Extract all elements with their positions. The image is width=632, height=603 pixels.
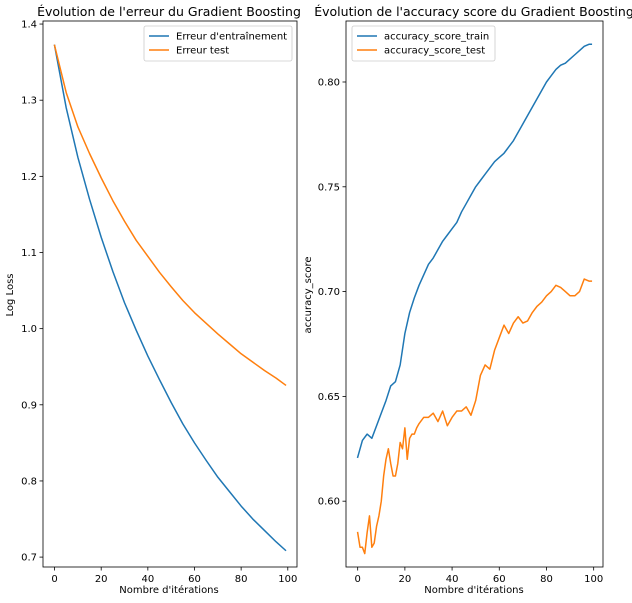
loss-xtick-label-2: 40 (141, 574, 154, 585)
loss-xtick-label-3: 60 (188, 574, 201, 585)
loss-xtick-label-1: 20 (95, 574, 108, 585)
accuracy-xtick-label-2: 40 (446, 574, 459, 585)
loss-plot-frame (42, 20, 298, 568)
accuracy-legend-label-0: accuracy_score_train (384, 32, 489, 43)
loss-legend: Erreur d'entraînement Erreur test (143, 25, 293, 62)
accuracy-xtick-label-5: 100 (584, 574, 603, 585)
loss-ytick-label-4: 1.1 (21, 248, 37, 259)
loss-xtick-label-5: 100 (278, 574, 297, 585)
loss-chart-panel: Évolution de l'erreur du Gradient Boosti… (5, 4, 301, 596)
loss-legend-label-1: Erreur test (176, 46, 229, 57)
loss-ytick-label-5: 1.2 (21, 172, 37, 183)
accuracy-legend-box (351, 25, 496, 62)
loss-ytick-label-6: 1.3 (21, 96, 37, 107)
accuracy-ytick-label-2: 0.70 (318, 287, 340, 298)
loss-xtick-label-0: 0 (51, 574, 57, 585)
loss-chart-title: Évolution de l'erreur du Gradient Boosti… (37, 4, 301, 19)
loss-legend-label-0: Erreur d'entraînement (176, 31, 287, 43)
accuracy-legend: accuracy_score_train accuracy_score_test (351, 25, 496, 62)
accuracy-series-line-1 (356, 278, 593, 555)
accuracy-chart-title: Évolution de l'accuracy score du Gradien… (314, 4, 632, 19)
loss-series-line-0 (53, 44, 287, 552)
accuracy-ytick-label-1: 0.65 (318, 392, 340, 403)
accuracy-series-line-0 (356, 43, 593, 459)
loss-ytick-label-7: 1.4 (21, 20, 37, 31)
accuracy-chart-ylabel: accuracy_score (303, 257, 314, 334)
accuracy-plot-frame (345, 20, 604, 568)
accuracy-ytick-label-4: 0.80 (318, 77, 340, 88)
accuracy-xtick-label-4: 80 (540, 574, 553, 585)
loss-series-line-1 (53, 44, 287, 387)
loss-ytick-label-1: 0.8 (21, 476, 37, 487)
accuracy-xtick-label-1: 20 (399, 574, 412, 585)
loss-ytick-label-3: 1.0 (21, 324, 37, 335)
loss-chart-xlabel: Nombre d'itérations (119, 584, 218, 596)
loss-ytick-label-0: 0.7 (21, 553, 37, 564)
accuracy-chart-panel: Évolution de l'accuracy score du Gradien… (303, 4, 632, 596)
accuracy-ytick-label-0: 0.60 (318, 497, 340, 508)
accuracy-xtick-label-3: 60 (493, 574, 506, 585)
accuracy-xtick-label-0: 0 (354, 574, 360, 585)
loss-chart-ylabel: Log Loss (5, 274, 16, 317)
loss-legend-box (143, 25, 293, 62)
accuracy-chart-xlabel: Nombre d'itérations (424, 584, 523, 596)
loss-ytick-label-2: 0.9 (21, 400, 37, 411)
accuracy-legend-label-1: accuracy_score_test (384, 46, 485, 57)
loss-xtick-label-4: 80 (235, 574, 248, 585)
accuracy-ytick-label-3: 0.75 (318, 182, 340, 193)
